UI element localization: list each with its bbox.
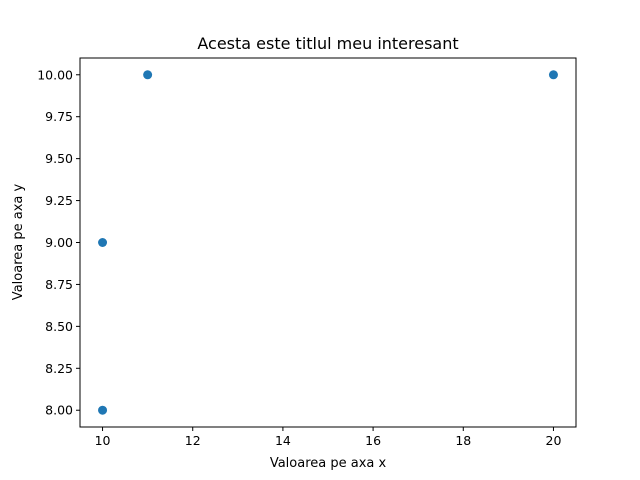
x-tick-label: 18 [455,433,471,448]
y-tick-label: 8.50 [45,319,73,334]
data-point [98,405,108,415]
x-tick-label: 10 [95,433,111,448]
x-tick-label: 20 [546,433,562,448]
y-tick-label: 9.25 [45,193,73,208]
x-tick-label: 14 [275,433,291,448]
plot-area-background [80,58,576,427]
data-point [143,70,153,80]
y-tick-label: 9.50 [45,151,73,166]
x-tick-label: 16 [365,433,381,448]
y-tick-label: 9.75 [45,109,73,124]
y-axis-label: Valoarea pe axa y [11,184,26,301]
y-tick-label: 10.00 [37,67,73,82]
plot-frame [79,57,577,428]
x-tick-label: 12 [185,433,201,448]
y-tick-label: 8.75 [45,277,73,292]
chart-title: Acesta este titlul meu interesant [197,34,458,53]
y-axis-ticks: 8.00 8.25 8.50 8.75 9.00 9.25 9.50 9.75 10.00 [37,67,80,418]
y-tick-label: 9.00 [45,235,73,250]
data-point [548,70,558,80]
x-axis-label: Valoarea pe axa x [270,456,387,471]
x-axis-ticks: 10 12 14 16 18 20 [95,427,562,448]
y-tick-label: 8.00 [45,403,73,418]
data-point [98,238,108,247]
y-tick-label: 8.25 [45,361,73,376]
data-points [98,70,558,415]
